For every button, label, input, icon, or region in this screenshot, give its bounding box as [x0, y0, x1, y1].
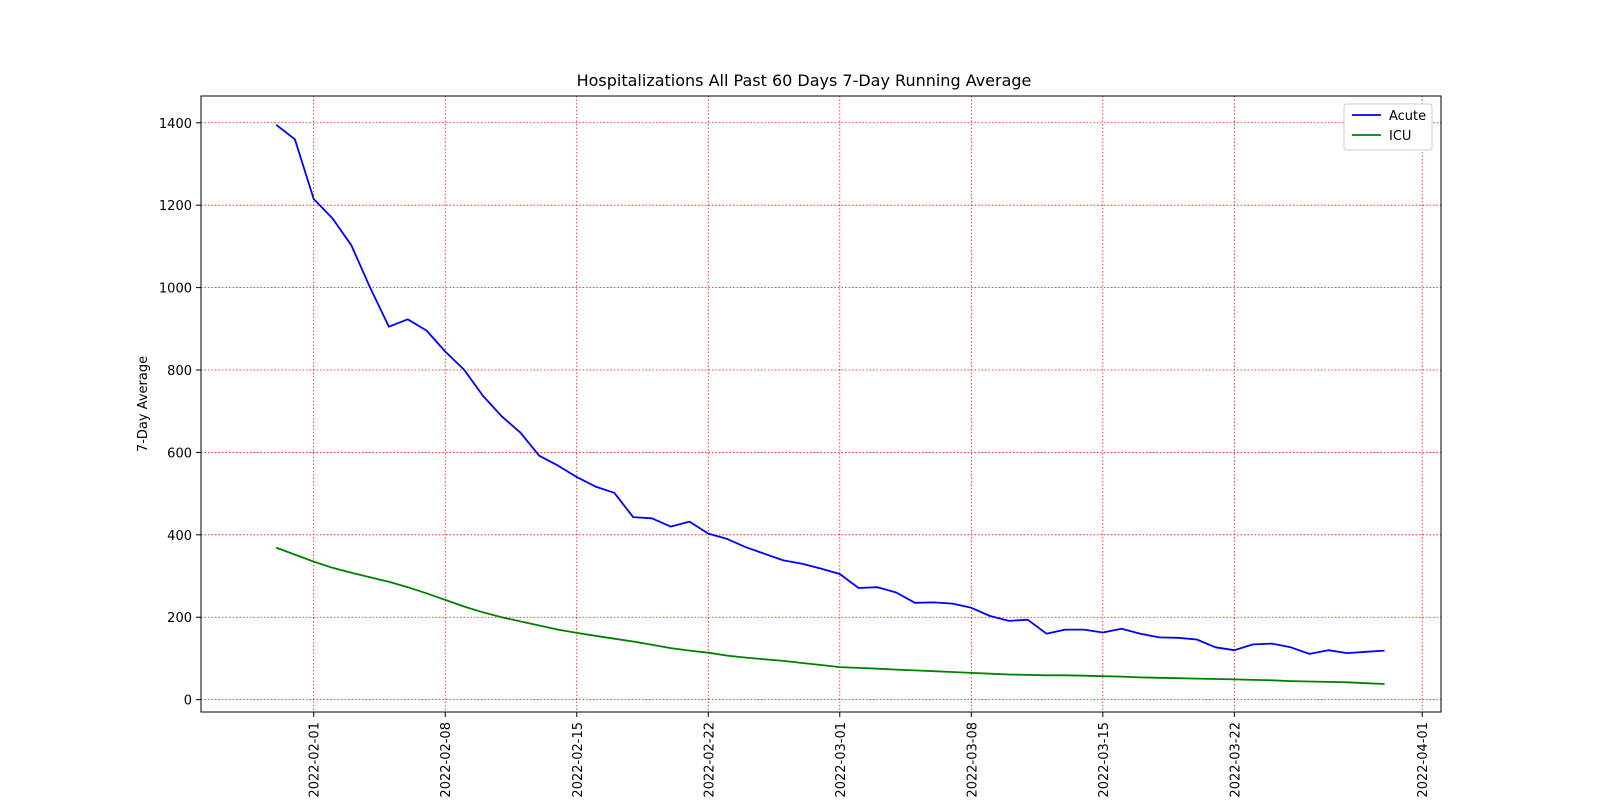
y-tick-label: 400	[167, 529, 192, 544]
legend-label-icu: ICU	[1389, 129, 1411, 144]
legend-label-acute: Acute	[1389, 109, 1426, 124]
series-line-icu	[275, 546, 1385, 685]
y-tick-label: 600	[167, 446, 192, 461]
x-tick-label: 2022-03-22	[1228, 722, 1243, 798]
series-group	[275, 124, 1385, 685]
y-axis: 0 200 400 600 800 1000 1200 1400	[159, 117, 201, 709]
y-tick-label: 800	[167, 364, 192, 379]
chart-title: Hospitalizations All Past 60 Days 7-Day …	[577, 71, 1032, 90]
y-tick-label: 1000	[159, 282, 192, 297]
x-tick-label: 2022-02-22	[702, 722, 717, 798]
x-axis: 2022-02-01 2022-02-08 2022-02-15 2022-02-22…	[308, 712, 1431, 798]
y-tick-label: 1400	[159, 117, 192, 132]
x-tick-label: 2022-03-08	[965, 722, 980, 798]
legend: Acute ICU	[1343, 103, 1433, 151]
x-tick-label: 2022-03-15	[1097, 722, 1112, 798]
x-tick-label: 2022-02-01	[308, 722, 323, 798]
series-line-acute	[275, 124, 1385, 655]
grid	[201, 96, 1441, 712]
plot-frame	[200, 95, 1442, 713]
y-tick-label: 0	[184, 694, 192, 709]
x-tick-label: 2022-04-01	[1416, 722, 1431, 798]
y-tick-label: 200	[167, 611, 192, 626]
y-axis-label: 7-Day Average	[136, 356, 151, 452]
y-tick-label: 1200	[159, 199, 192, 214]
x-tick-label: 2022-03-01	[834, 722, 849, 798]
x-tick-label: 2022-02-15	[571, 722, 586, 798]
x-tick-label: 2022-02-08	[439, 722, 454, 798]
